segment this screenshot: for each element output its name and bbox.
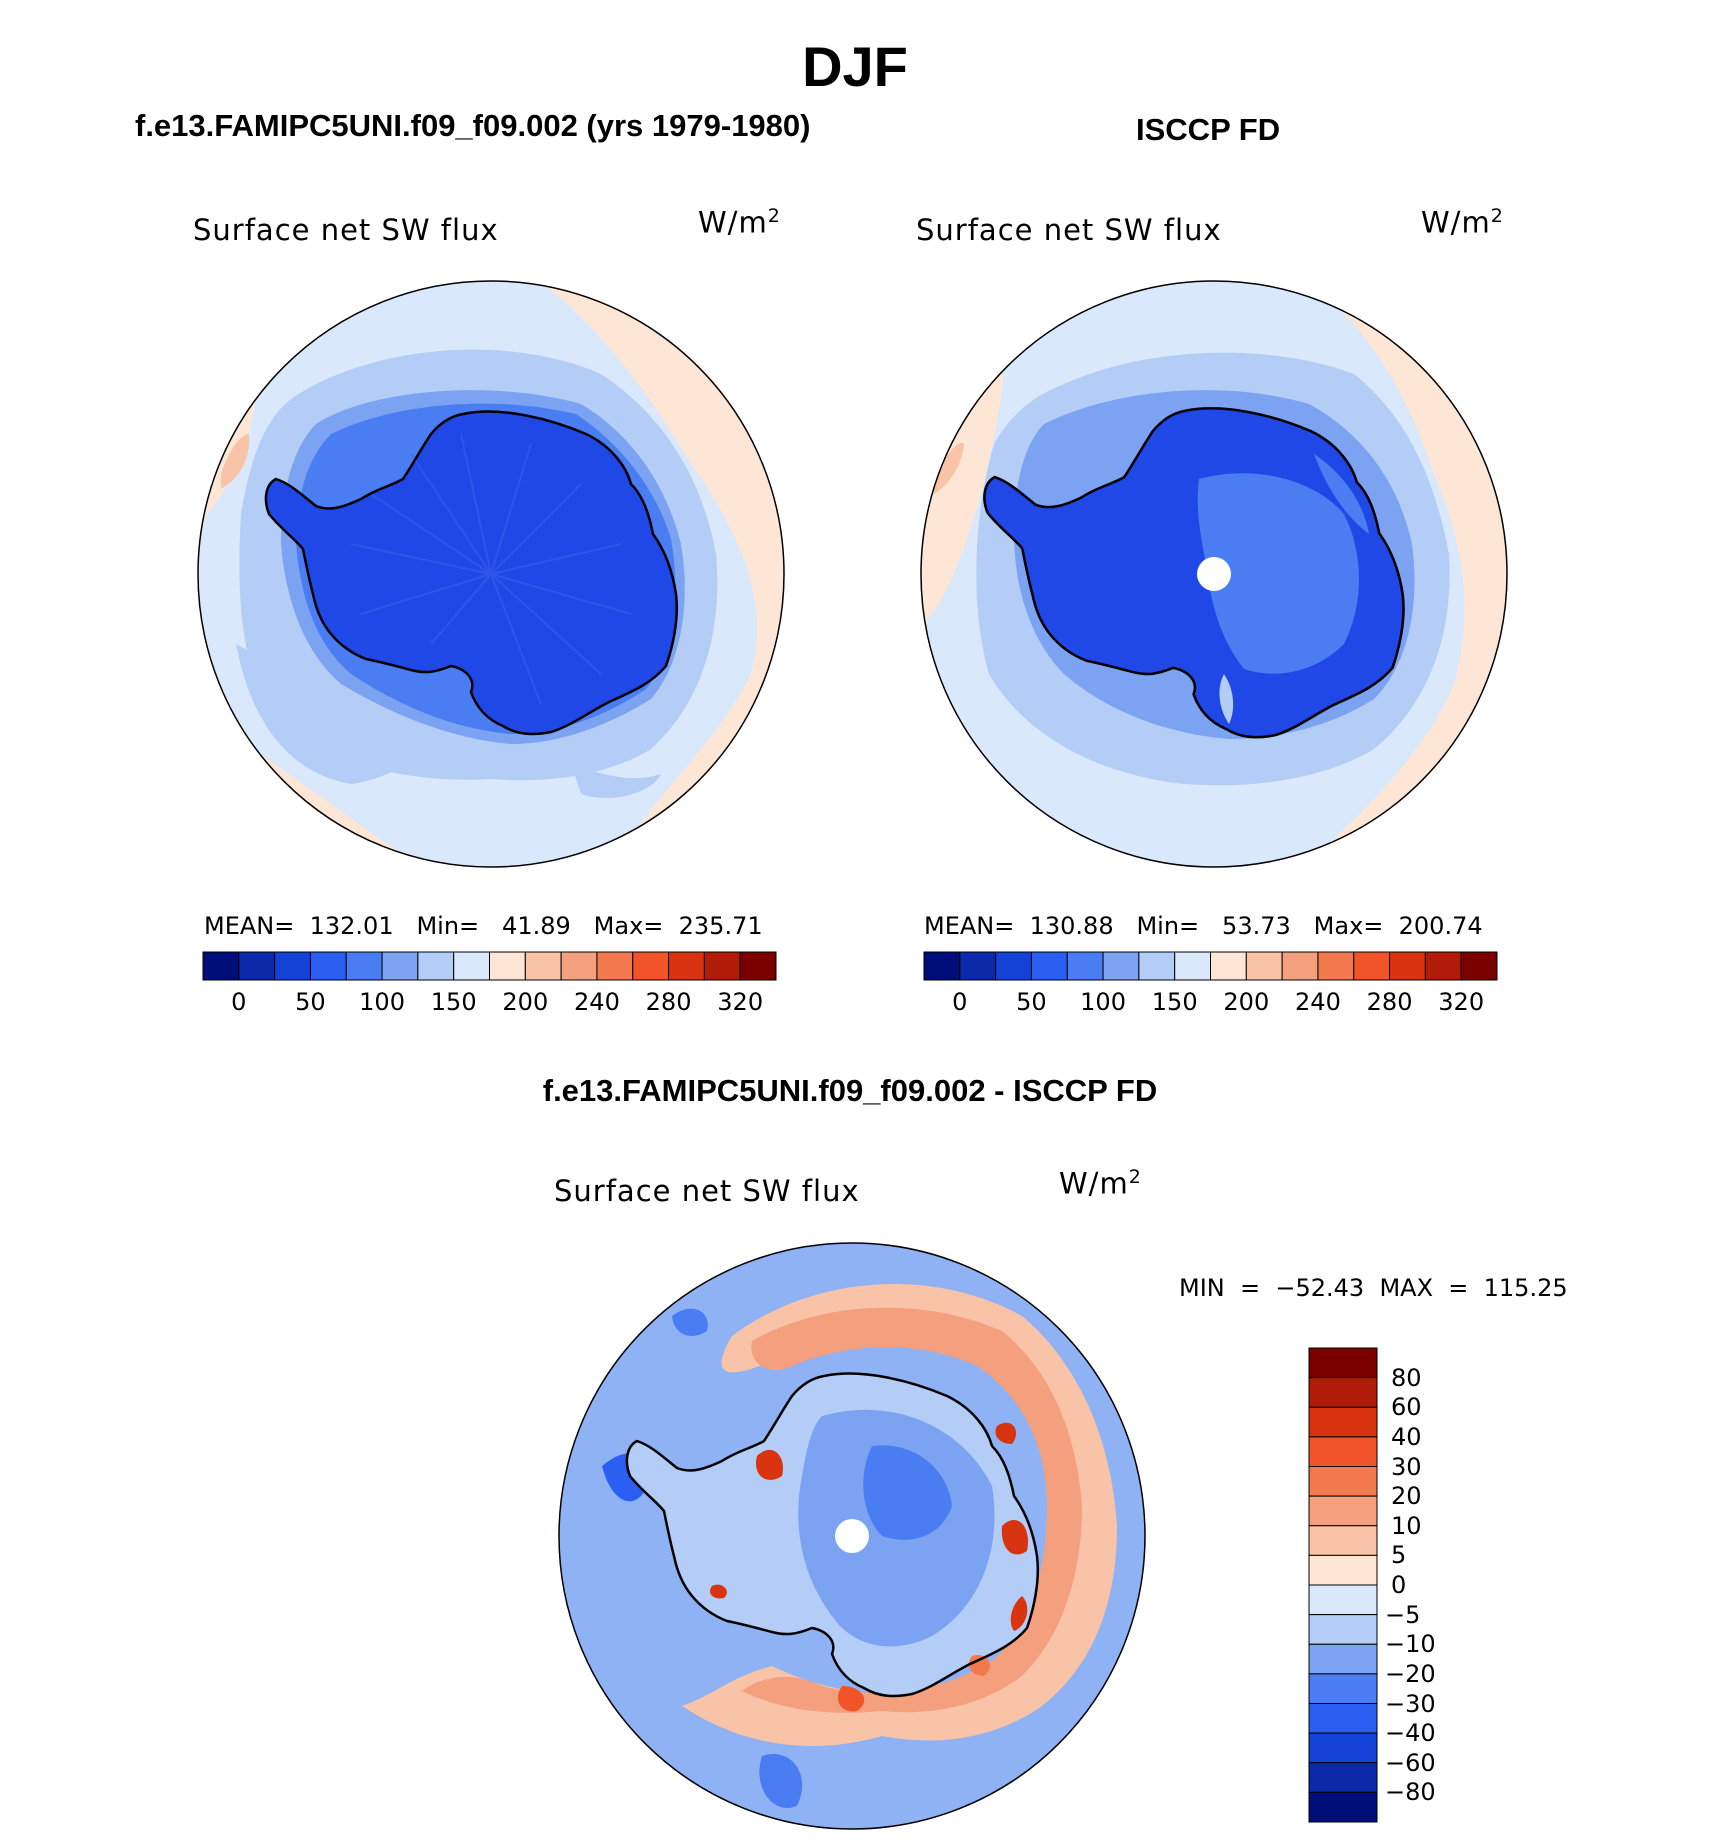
colorbar-tick-1-4: 200 [1223,988,1270,1016]
colorbar-swatch-0-13 [668,951,705,981]
obs-panel-title: ISCCP FD [1136,112,1281,147]
colorbar-tick-2-6: 5 [1391,1541,1407,1570]
colorbar-tick-0-4: 200 [502,988,549,1016]
diff-units-label: W/m2 [1059,1166,1142,1201]
colorbar-swatch-0-9 [524,951,562,981]
diff-stats: MIN = −52.43 MAX = 115.25 [1179,1274,1568,1302]
colorbar-tick-2-1: 60 [1391,1393,1422,1422]
colorbar-swatch-0-15 [739,951,777,981]
colorbar-tick-2-8: −5 [1385,1600,1421,1629]
colorbar-swatch-2-15 [1308,1791,1378,1823]
colorbar-swatch-0-11 [596,951,634,981]
colorbar-swatch-2-6 [1308,1525,1378,1556]
colorbar-swatch-0-14 [703,951,741,981]
colorbar-tick-2-5: 10 [1391,1511,1422,1540]
colorbar-tick-2-13: −60 [1385,1748,1436,1777]
diff-panel-title: f.e13.FAMIPC5UNI.f09_f09.002 - ISCCP FD [542,1073,1158,1108]
figure-title: DJF [802,35,908,98]
model-stats: MEAN= 132.01 Min= 41.89 Max= 235.71 [204,912,763,940]
colorbar-swatch-1-2 [995,951,1032,981]
colorbar-swatch-0-4 [345,951,383,981]
colorbar-tick-2-7: 0 [1391,1571,1407,1599]
colorbar-swatch-2-11 [1308,1673,1378,1704]
colorbar-tick-0-2: 100 [359,988,405,1016]
colorbar-swatch-1-1 [959,951,997,981]
colorbar-tick-1-5: 240 [1295,988,1341,1016]
colorbar-tick-2-0: 80 [1391,1363,1422,1392]
colorbar-swatch-2-9 [1308,1614,1378,1645]
model-colorbar [202,951,777,981]
colorbar-swatch-0-12 [632,951,670,981]
model-variable-label: Surface net SW flux [193,213,499,247]
colorbar-swatch-2-5 [1308,1495,1378,1527]
colorbar-swatch-2-7 [1308,1554,1378,1586]
colorbar-swatch-2-14 [1308,1762,1378,1793]
colorbar-tick-0-5: 240 [574,988,620,1016]
colorbar-swatch-0-7 [453,951,490,981]
obs-map [920,280,1508,868]
colorbar-swatch-2-8 [1308,1584,1378,1616]
colorbar-swatch-1-10 [1281,951,1319,981]
colorbar-tick-2-14: −80 [1385,1778,1436,1807]
diff-colorbar [1308,1347,1378,1823]
colorbar-tick-0-3: 150 [430,988,477,1016]
colorbar-tick-1-6: 280 [1366,988,1413,1016]
obs-variable-label: Surface net SW flux [916,213,1222,247]
colorbar-swatch-2-2 [1308,1406,1378,1438]
colorbar-swatch-0-5 [381,951,419,981]
colorbar-tick-0-6: 280 [645,988,692,1016]
colorbar-swatch-1-6 [1138,951,1176,981]
colorbar-swatch-1-14 [1424,951,1462,981]
colorbar-swatch-2-10 [1308,1643,1378,1675]
colorbar-tick-2-3: 30 [1391,1452,1422,1481]
colorbar-tick-2-11: −30 [1385,1689,1436,1718]
colorbar-swatch-1-8 [1210,951,1247,981]
diff-variable-label: Surface net SW flux [554,1174,860,1208]
colorbar-swatch-2-4 [1308,1466,1378,1497]
colorbar-swatch-1-13 [1389,951,1426,981]
colorbar-swatch-2-3 [1308,1436,1378,1467]
colorbar-swatch-0-10 [560,951,598,981]
obs-colorbar [923,951,1498,981]
colorbar-tick-2-2: 40 [1391,1422,1422,1451]
diff-map [558,1242,1146,1830]
colorbar-swatch-0-6 [417,951,455,981]
obs-stats: MEAN= 130.88 Min= 53.73 Max= 200.74 [924,912,1483,940]
colorbar-swatch-0-8 [489,951,526,981]
model-units-label: W/m2 [698,205,781,240]
colorbar-swatch-1-7 [1174,951,1211,981]
colorbar-tick-2-12: −40 [1385,1719,1436,1748]
model-map [197,280,785,868]
colorbar-tick-0-0: 0 [231,988,247,1016]
colorbar-swatch-1-5 [1102,951,1140,981]
colorbar-tick-0-7: 320 [717,988,764,1016]
model-panel-title: f.e13.FAMIPC5UNI.f09_f09.002 (yrs 1979-1… [135,108,811,143]
colorbar-tick-1-0: 0 [952,988,968,1016]
colorbar-swatch-2-0 [1308,1347,1378,1379]
colorbar-swatch-1-4 [1066,951,1104,981]
colorbar-tick-0-1: 50 [295,988,326,1016]
colorbar-swatch-2-12 [1308,1703,1378,1734]
colorbar-swatch-2-13 [1308,1732,1378,1764]
colorbar-swatch-0-2 [274,951,311,981]
colorbar-swatch-1-9 [1245,951,1283,981]
obs-units-label: W/m2 [1421,205,1504,240]
colorbar-swatch-1-15 [1460,951,1498,981]
colorbar-swatch-2-1 [1308,1377,1378,1408]
colorbar-swatch-1-3 [1030,951,1068,981]
colorbar-swatch-1-11 [1317,951,1355,981]
colorbar-tick-1-3: 150 [1151,988,1198,1016]
colorbar-tick-2-4: 20 [1391,1482,1422,1511]
colorbar-tick-1-7: 320 [1438,988,1485,1016]
colorbar-swatch-0-1 [238,951,276,981]
colorbar-tick-2-10: −20 [1385,1659,1436,1688]
colorbar-tick-2-9: −10 [1385,1630,1436,1659]
colorbar-swatch-1-12 [1353,951,1391,981]
colorbar-swatch-0-3 [309,951,347,981]
colorbar-swatch-0-0 [202,951,240,981]
colorbar-tick-1-1: 50 [1016,988,1047,1016]
colorbar-swatch-1-0 [923,951,961,981]
colorbar-tick-1-2: 100 [1080,988,1126,1016]
